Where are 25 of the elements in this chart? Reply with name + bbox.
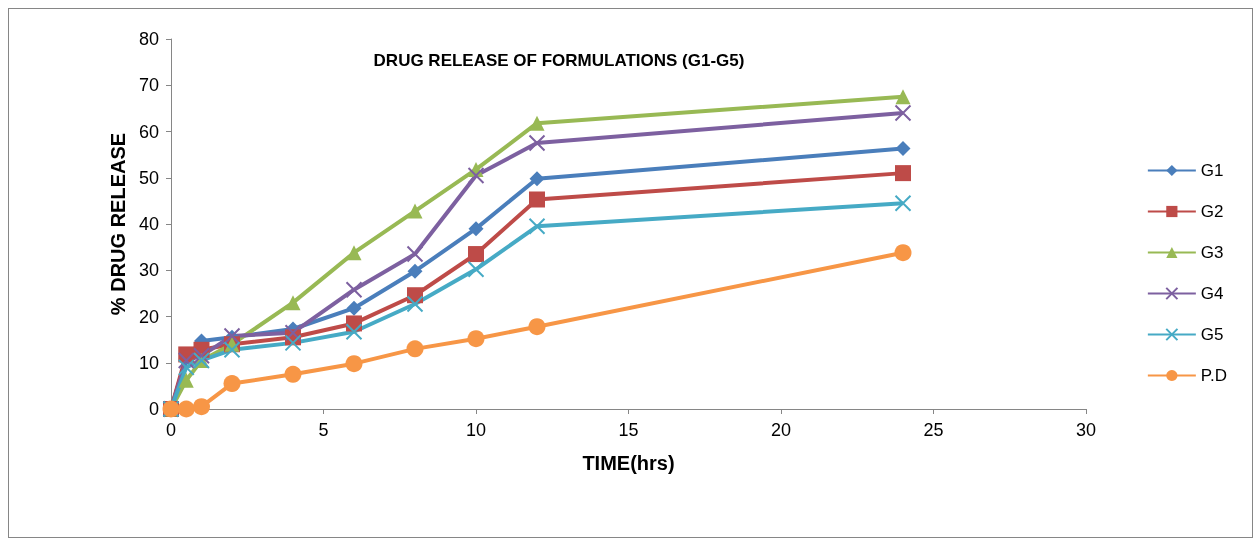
legend-label: G5 — [1200, 325, 1224, 344]
y-tick-label: 60 — [138, 121, 159, 142]
x-tick-label: 5 — [318, 420, 329, 440]
y-axis-title: % DRUG RELEASE — [107, 132, 130, 316]
x-axis-title: TIME(hrs) — [582, 452, 675, 474]
x-tick-label: 20 — [770, 420, 792, 440]
legend-label: G2 — [1200, 202, 1224, 221]
x-tick-label: 10 — [465, 420, 487, 440]
y-tick-label: 80 — [138, 29, 159, 49]
y-tick-label: 10 — [138, 352, 159, 373]
text: DRUG RELEASE OF FORMULATIONS (G1-G5) — [373, 51, 745, 70]
y-tick-label: 70 — [138, 75, 159, 96]
x-tick-label: 25 — [923, 420, 944, 440]
legend-label: P.D — [1200, 366, 1228, 385]
y-tick-label: 50 — [138, 167, 159, 188]
y-tick-label: 20 — [138, 306, 159, 327]
x-tick-label: 15 — [618, 420, 639, 440]
y-tick-label: 40 — [138, 214, 159, 234]
legend-label: G1 — [1200, 161, 1224, 180]
y-tick-label: 30 — [138, 260, 159, 281]
y-tick-label: 0 — [148, 399, 159, 419]
x-tick-label: 0 — [165, 420, 177, 440]
x-tick-label: 30 — [1075, 420, 1097, 440]
legend-label: G3 — [1200, 243, 1224, 262]
legend-label: G4 — [1200, 284, 1224, 303]
